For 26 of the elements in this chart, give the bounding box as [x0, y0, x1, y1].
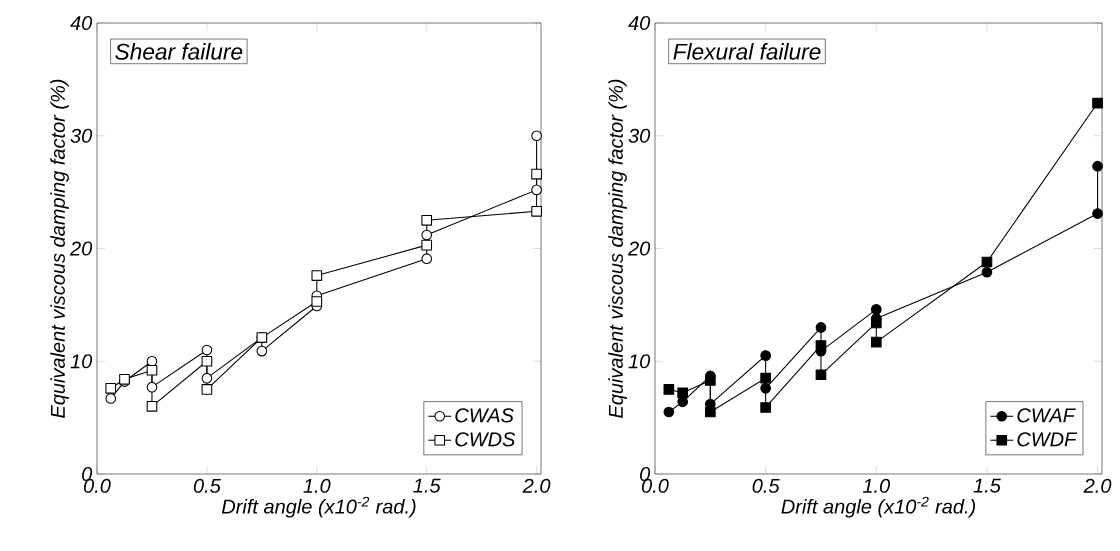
- y-tick-label: 10: [70, 354, 93, 369]
- x-tick-label: 2.0: [1083, 478, 1112, 493]
- y-axis-title: Equivalent viscous damping factor (%): [50, 79, 69, 418]
- legend-label: CWAS: [455, 408, 514, 423]
- x-axis-title: Drift angle (x10$^{-2}$ rad.): [781, 496, 976, 518]
- x-axis-title: Drift angle (x10$^{-2}$ rad.): [221, 496, 416, 518]
- legend-label: CWDF: [1017, 432, 1078, 447]
- y-tick-label: 20: [69, 241, 93, 256]
- x-tick-label: 1.0: [303, 478, 331, 493]
- y-tick-label: 40: [70, 15, 93, 31]
- x-tick-label: 1.0: [862, 478, 891, 493]
- text: Shear failure: [115, 43, 243, 60]
- x-tick-label: 0.5: [752, 478, 780, 493]
- y-tick-label: 10: [628, 354, 651, 369]
- text: Flexural failure: [673, 43, 821, 60]
- y-tick-label: 40: [628, 15, 651, 31]
- legend-label: CWAF: [1017, 408, 1076, 423]
- x-tick-label: 0.5: [193, 478, 221, 493]
- legend-label: CWDS: [455, 432, 516, 447]
- x-tick-label: 2.0: [522, 478, 551, 493]
- y-tick-label: 20: [627, 241, 651, 256]
- x-tick-label: 1.5: [973, 478, 1001, 493]
- y-tick-label: 30: [70, 128, 93, 143]
- y-tick-label: 30: [628, 128, 651, 143]
- x-tick-label: 1.5: [413, 478, 441, 493]
- y-axis-title: Equivalent viscous damping factor (%): [608, 79, 627, 418]
